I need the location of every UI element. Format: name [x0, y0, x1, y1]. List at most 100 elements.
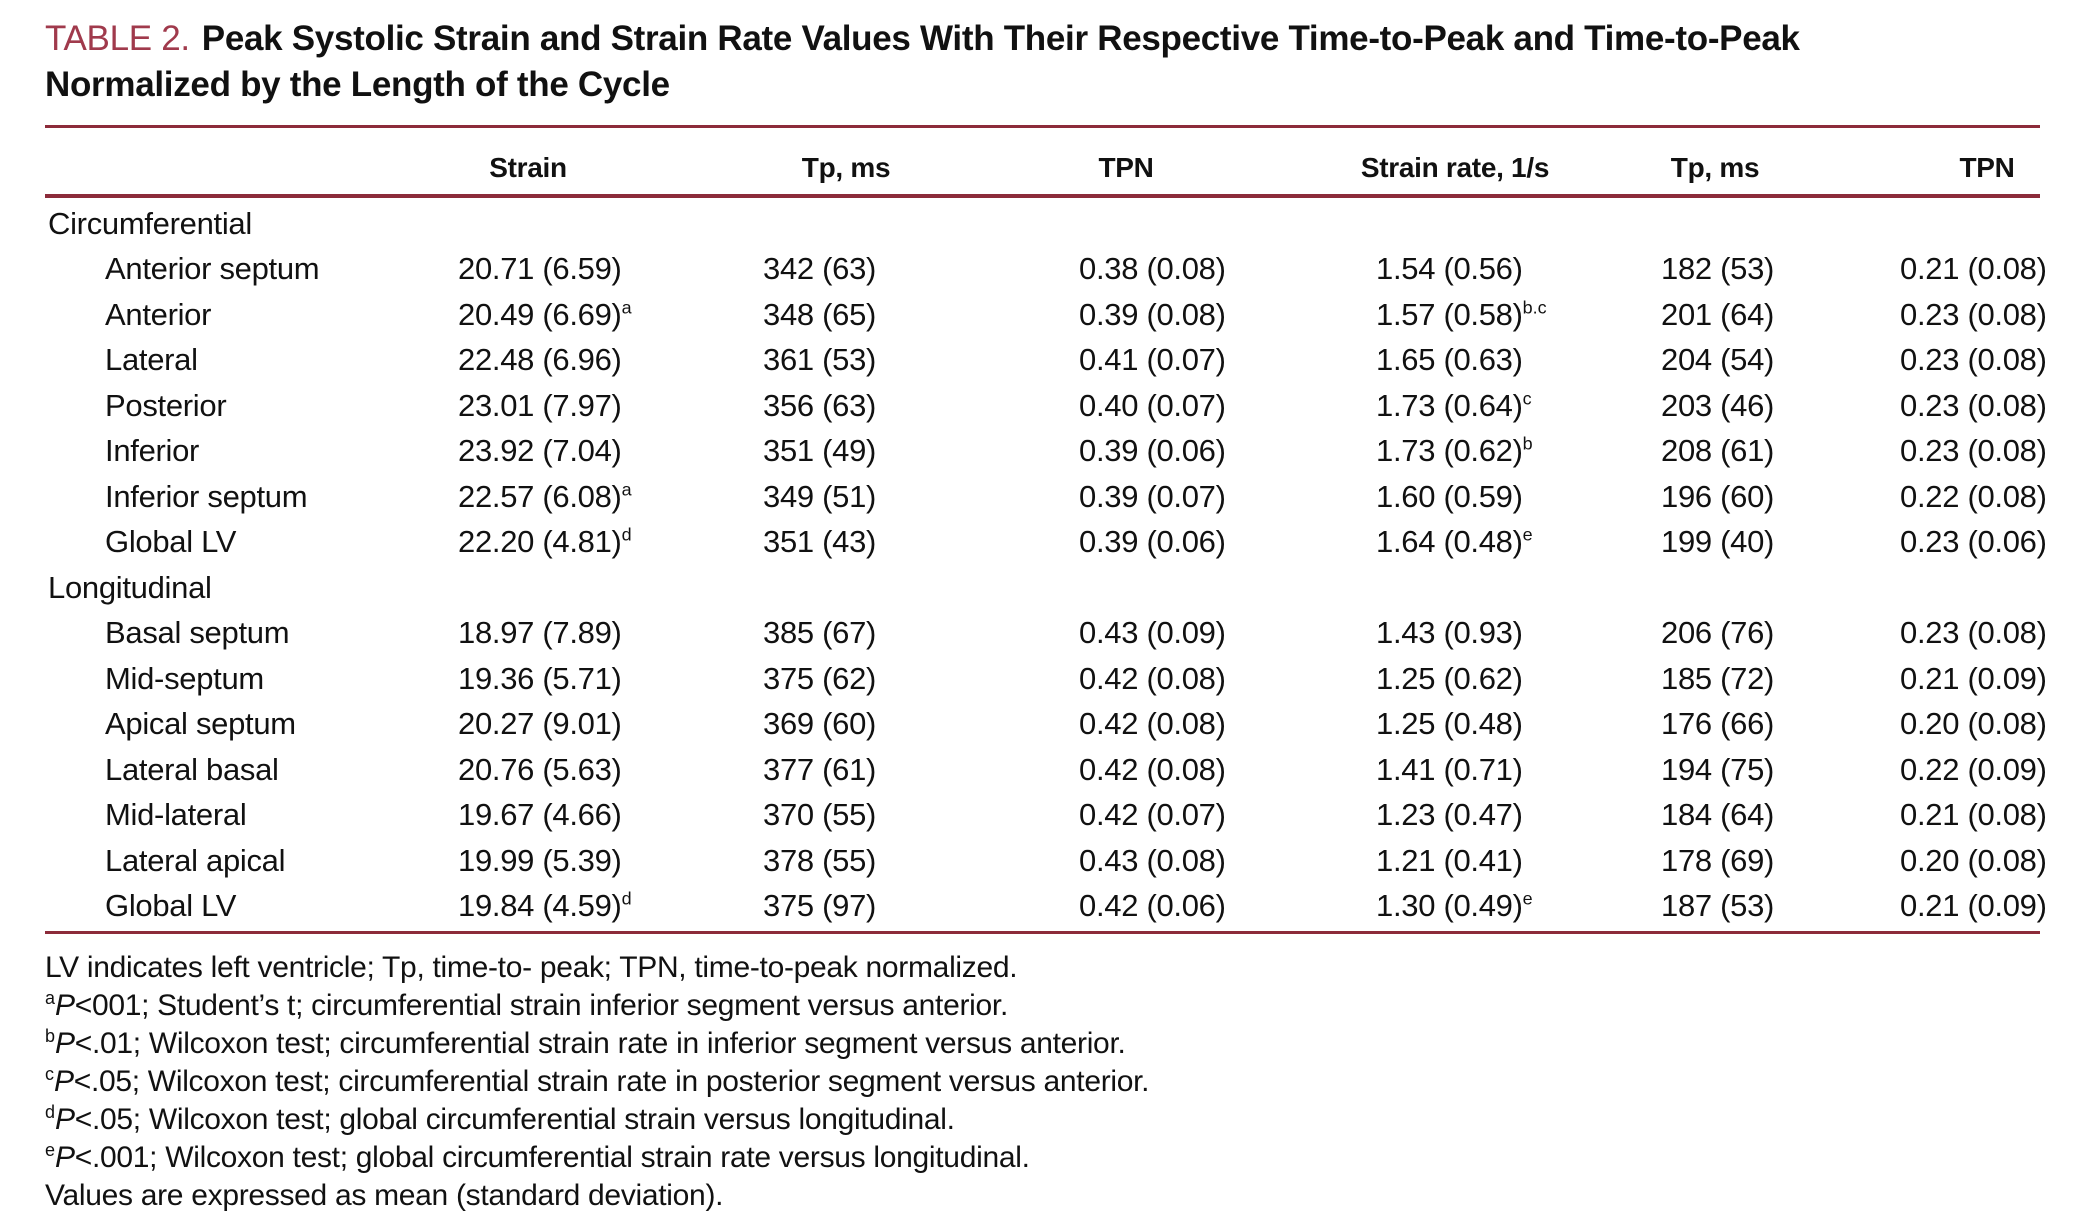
table-number-label: TABLE 2. — [45, 19, 190, 58]
cell-tp: 377 (61) — [763, 751, 877, 787]
cell-strain-rate: 1.43 (0.93) — [1376, 615, 1523, 651]
cell-strain-rate: 1.73 (0.64)c — [1376, 387, 1532, 423]
row-label: Anterior septum — [105, 251, 320, 287]
column-header-3: TPN — [1098, 152, 1154, 183]
cell-tp: 375 (62) — [763, 660, 877, 696]
column-header-2: Tp, ms — [801, 152, 891, 183]
footnote: Values are expressed as mean (standard d… — [45, 1179, 724, 1212]
cell-strain: 20.27 (9.01) — [458, 706, 622, 742]
data-row: Lateral basal 20.76 (5.63) 377 (61) 0.42 (0… — [45, 747, 2047, 793]
data-row: Anterior 20.49 (6.69)a 348 (65) 0.39 (0.08)… — [45, 292, 2047, 338]
cell-strain: 20.71 (6.59) — [458, 251, 622, 287]
cell-tpn: 0.39 (0.06) — [1079, 524, 1226, 560]
superscript-marker: b — [1522, 433, 1533, 454]
cell-tpn: 0.42 (0.06) — [1079, 888, 1226, 924]
table-rule-top — [45, 125, 2040, 128]
cell-strain-rate: 1.23 (0.47) — [1376, 797, 1523, 833]
data-row: Posterior 23.01 (7.97) 356 (63) 0.40 (0.07)… — [45, 383, 2047, 429]
cell-strain: 19.67 (4.66) — [458, 797, 622, 833]
cell-tpn: 0.21 (0.09) — [1900, 888, 2047, 924]
cell-tp: 342 (63) — [763, 251, 877, 287]
cell-tpn: 0.42 (0.08) — [1079, 660, 1226, 696]
superscript-marker: a — [621, 479, 632, 500]
cell-strain: 20.76 (5.63) — [458, 751, 622, 787]
cell-tpn: 0.39 (0.07) — [1079, 478, 1226, 514]
cell-tp: 178 (69) — [1661, 842, 1775, 878]
cell-tpn: 0.23 (0.08) — [1900, 342, 2047, 378]
cell-tpn: 0.21 (0.09) — [1900, 660, 2047, 696]
cell-strain: 23.92 (7.04) — [458, 433, 622, 469]
table-rule-bottom — [45, 931, 2040, 934]
cell-strain-rate: 1.73 (0.62)b — [1376, 433, 1533, 469]
footnote: bP<.01; Wilcoxon test; circumferential s… — [45, 1026, 1126, 1060]
cell-tpn: 0.23 (0.08) — [1900, 433, 2047, 469]
section-label: Longitudinal — [48, 569, 212, 605]
cell-tp: 185 (72) — [1661, 660, 1775, 696]
cell-strain-rate: 1.25 (0.48) — [1376, 706, 1523, 742]
cell-strain-rate: 1.41 (0.71) — [1376, 751, 1523, 787]
cell-tpn: 0.21 (0.08) — [1900, 251, 2047, 287]
column-header-1: Strain — [489, 152, 567, 183]
cell-tp: 385 (67) — [763, 615, 877, 651]
footnote: cP<.05; Wilcoxon test; circumferential s… — [45, 1064, 1150, 1098]
cell-tp: 361 (53) — [763, 342, 877, 378]
p-value-symbol: P — [55, 1027, 75, 1060]
data-row: Apical septum 20.27 (9.01) 369 (60) 0.42 (0… — [45, 702, 2047, 748]
cell-tpn: 0.23 (0.06) — [1900, 524, 2047, 560]
cell-strain-rate: 1.64 (0.48)e — [1376, 524, 1533, 560]
title-text-line-1: Peak Systolic Strain and Strain Rate Val… — [201, 19, 1800, 58]
footnote: aP<001; Student’s t; circumferential str… — [45, 988, 1008, 1022]
cell-tp: 182 (53) — [1661, 251, 1775, 287]
superscript-marker: e — [1522, 888, 1533, 909]
p-value-symbol: P — [55, 1103, 75, 1136]
cell-tp: 184 (64) — [1661, 797, 1775, 833]
superscript-marker: c — [1522, 388, 1532, 409]
cell-tp: 196 (60) — [1661, 478, 1775, 514]
superscript-marker: e — [1522, 524, 1533, 545]
cell-tp: 351 (43) — [763, 524, 877, 560]
footnote-superscript: c — [45, 1064, 54, 1084]
footnote: eP<.001; Wilcoxon test; global circumfer… — [45, 1140, 1030, 1174]
cell-tpn: 0.40 (0.07) — [1079, 387, 1226, 423]
cell-tp: 208 (61) — [1661, 433, 1775, 469]
cell-strain: 19.99 (5.39) — [458, 842, 622, 878]
column-header-5: Tp, ms — [1670, 152, 1760, 183]
cell-tp: 378 (55) — [763, 842, 877, 878]
cell-tpn: 0.22 (0.09) — [1900, 751, 2047, 787]
row-label: Basal septum — [105, 615, 290, 651]
cell-strain-rate: 1.30 (0.49)e — [1376, 888, 1533, 924]
cell-strain-rate: 1.54 (0.56) — [1376, 251, 1523, 287]
cell-strain-rate: 1.21 (0.41) — [1376, 842, 1523, 878]
cell-tp: 369 (60) — [763, 706, 877, 742]
cell-tpn: 0.39 (0.06) — [1079, 433, 1226, 469]
cell-strain: 22.57 (6.08)a — [458, 478, 632, 514]
table-title: TABLE 2. Peak Systolic Strain and Strain … — [45, 16, 2040, 108]
cell-tpn: 0.20 (0.08) — [1900, 842, 2047, 878]
cell-tpn: 0.41 (0.07) — [1079, 342, 1226, 378]
cell-tpn: 0.42 (0.07) — [1079, 797, 1226, 833]
data-row: Inferior 23.92 (7.04) 351 (49) 0.39 (0.06) 1… — [45, 429, 2047, 475]
data-row: Mid-lateral 19.67 (4.66) 370 (55) 0.42 (0.0… — [45, 793, 2047, 839]
section-row: Circumferential — [45, 201, 2040, 247]
cell-tpn: 0.42 (0.08) — [1079, 751, 1226, 787]
cell-tpn: 0.21 (0.08) — [1900, 797, 2047, 833]
section-row: Longitudinal — [45, 565, 2040, 611]
data-row: Basal septum 18.97 (7.89) 385 (67) 0.43 (0.… — [45, 611, 2047, 657]
row-label: Global LV — [105, 524, 237, 560]
data-row: Anterior septum 20.71 (6.59) 342 (63) 0.38 … — [45, 247, 2047, 293]
p-value-symbol: P — [54, 1065, 74, 1098]
cell-tpn: 0.23 (0.08) — [1900, 296, 2047, 332]
cell-tp: 204 (54) — [1661, 342, 1775, 378]
cell-strain-rate: 1.57 (0.58)b.c — [1376, 296, 1547, 332]
row-label: Anterior — [105, 296, 212, 332]
data-row: Lateral apical 19.99 (5.39) 378 (55) 0.43 (… — [45, 838, 2047, 884]
footnote: dP<.05; Wilcoxon test; global circumfere… — [45, 1102, 955, 1136]
p-value-symbol: P — [55, 989, 75, 1022]
cell-strain: 22.48 (6.96) — [458, 342, 622, 378]
superscript-marker: d — [621, 524, 632, 545]
cell-tp: 370 (55) — [763, 797, 877, 833]
cell-tp: 201 (64) — [1661, 296, 1775, 332]
row-label: Apical septum — [105, 706, 296, 742]
cell-tp: 176 (66) — [1661, 706, 1775, 742]
cell-tp: 348 (65) — [763, 296, 877, 332]
